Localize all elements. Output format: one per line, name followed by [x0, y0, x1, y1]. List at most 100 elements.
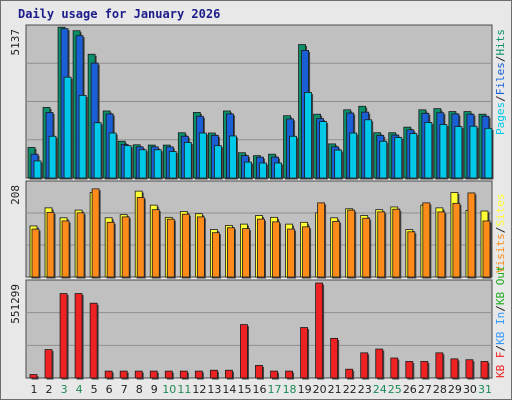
bar-sites-day-19: [302, 226, 312, 279]
bar-pages-day-29: [454, 126, 464, 180]
x-tick-label-day-25: 25: [388, 383, 402, 396]
y-max-label-requests: 5137: [9, 29, 22, 56]
bar-kbf-day-19: [300, 327, 310, 380]
bar-kbf-day-17: [270, 370, 280, 380]
x-tick-label-day-22: 22: [343, 383, 357, 396]
legend-visits: Visits/Sites: [494, 194, 507, 274]
x-tick-label-day-2: 2: [46, 383, 53, 396]
bar-kbf-day-14: [225, 369, 234, 380]
x-tick-label-day-5: 5: [91, 383, 98, 396]
legend-visits: Visits: [494, 233, 507, 273]
legend-separator: /: [494, 95, 507, 102]
bar-pages-day-25: [394, 137, 404, 180]
bar-kbf-day-23: [360, 352, 370, 380]
x-tick-label-day-14: 14: [222, 383, 236, 396]
bar-pages-day-3: [63, 76, 73, 180]
bar-kbf-day-11: [179, 370, 189, 380]
bar-sites-day-31: [482, 220, 492, 279]
bar-pages-day-12: [198, 132, 208, 180]
x-tick-label-day-13: 13: [207, 383, 221, 396]
chart-title: Daily usage for January 2026: [18, 7, 221, 21]
y-max-label-kbytes: 551299: [9, 284, 22, 324]
x-tick-label-day-20: 20: [313, 383, 327, 396]
bar-kbf-day-8: [134, 370, 144, 380]
bar-sites-day-2: [46, 211, 56, 279]
bar-pages-day-14: [229, 135, 238, 180]
bar-sites-day-1: [31, 228, 41, 279]
bar-sites-day-20: [317, 202, 327, 279]
bar-kbf-day-7: [119, 370, 129, 380]
legend-kb-f: KB F: [494, 352, 507, 379]
bar-pages-day-11: [183, 142, 193, 180]
bar-pages-day-10: [168, 151, 178, 180]
bar-pages-day-8: [138, 149, 148, 180]
bar-pages-day-31: [484, 127, 494, 180]
bar-kbf-day-12: [194, 370, 204, 380]
x-tick-label-day-12: 12: [192, 383, 206, 396]
bar-pages-day-13: [213, 145, 223, 180]
x-tick-label-day-8: 8: [136, 383, 143, 396]
bar-pages-day-30: [469, 125, 479, 180]
bar-sites-day-15: [242, 228, 251, 279]
legend-pages: Pages: [494, 102, 507, 135]
bar-sites-day-5: [91, 188, 101, 279]
plot-area-kbytes: [25, 279, 493, 379]
bar-sites-day-16: [257, 218, 266, 279]
bar-sites-day-7: [121, 216, 131, 279]
x-tick-label-day-3: 3: [61, 383, 68, 396]
x-tick-label-day-23: 23: [358, 383, 372, 396]
bar-sites-day-8: [136, 197, 146, 279]
bar-pages-day-15: [244, 161, 253, 180]
bar-pages-day-24: [379, 140, 389, 180]
bar-kbf-day-2: [44, 349, 54, 380]
bar-pages-day-20: [319, 121, 329, 180]
bar-kbf-day-6: [104, 370, 114, 380]
legend-kbytes: KB F/KB In/KB Out: [494, 265, 507, 378]
bar-kbf-day-16: [255, 365, 264, 380]
bar-pages-day-1: [33, 160, 43, 180]
x-tick-label-day-30: 30: [463, 383, 477, 396]
bar-sites-day-6: [106, 221, 116, 279]
bar-kbf-day-13: [209, 369, 219, 380]
bar-sites-day-3: [61, 220, 71, 279]
x-tick-label-day-9: 9: [151, 383, 158, 396]
bar-kbf-day-26: [405, 361, 415, 380]
bar-sites-day-22: [347, 209, 357, 279]
bar-pages-day-27: [424, 122, 434, 180]
bar-kbf-day-27: [420, 361, 430, 380]
bar-kbf-day-24: [375, 348, 385, 380]
legend-requests: Pages/Files/Hits: [494, 29, 507, 135]
bar-pages-day-28: [439, 124, 449, 180]
bar-sites-day-9: [151, 209, 161, 279]
legend-kb-in: KB In: [494, 312, 507, 345]
bar-kbf-day-4: [74, 293, 84, 380]
bar-sites-day-29: [452, 202, 462, 279]
bar-pages-day-23: [364, 119, 374, 180]
svg-text:Visits/Sites: Visits/Sites: [494, 194, 507, 274]
bar-pages-day-6: [108, 132, 118, 180]
x-tick-label-day-18: 18: [283, 383, 297, 396]
legend-hits: Hits: [494, 29, 507, 56]
bar-kbf-day-30: [465, 359, 475, 380]
bar-kbf-day-1: [29, 374, 39, 380]
svg-text:KB F/KB In/KB Out: KB F/KB In/KB Out: [494, 265, 507, 378]
x-tick-label-day-15: 15: [237, 383, 251, 396]
bar-pages-day-4: [78, 95, 88, 180]
x-tick-label-day-17: 17: [268, 383, 282, 396]
bar-pages-day-21: [334, 149, 344, 180]
bar-sites-day-10: [166, 218, 176, 279]
bar-sites-day-27: [422, 202, 432, 279]
bar-kbf-day-5: [89, 302, 99, 380]
legend-separator: /: [494, 345, 507, 352]
bar-kbf-day-22: [345, 368, 355, 380]
bar-pages-day-22: [349, 132, 359, 180]
bar-sites-day-17: [272, 221, 282, 279]
bar-kbf-day-3: [59, 293, 69, 380]
bar-pages-day-17: [274, 162, 284, 180]
bar-pages-day-2: [48, 135, 58, 180]
bar-pages-day-26: [409, 133, 419, 180]
bar-sites-day-30: [467, 192, 477, 279]
x-tick-label-day-31: 31: [478, 383, 492, 396]
bar-sites-day-24: [377, 211, 387, 279]
